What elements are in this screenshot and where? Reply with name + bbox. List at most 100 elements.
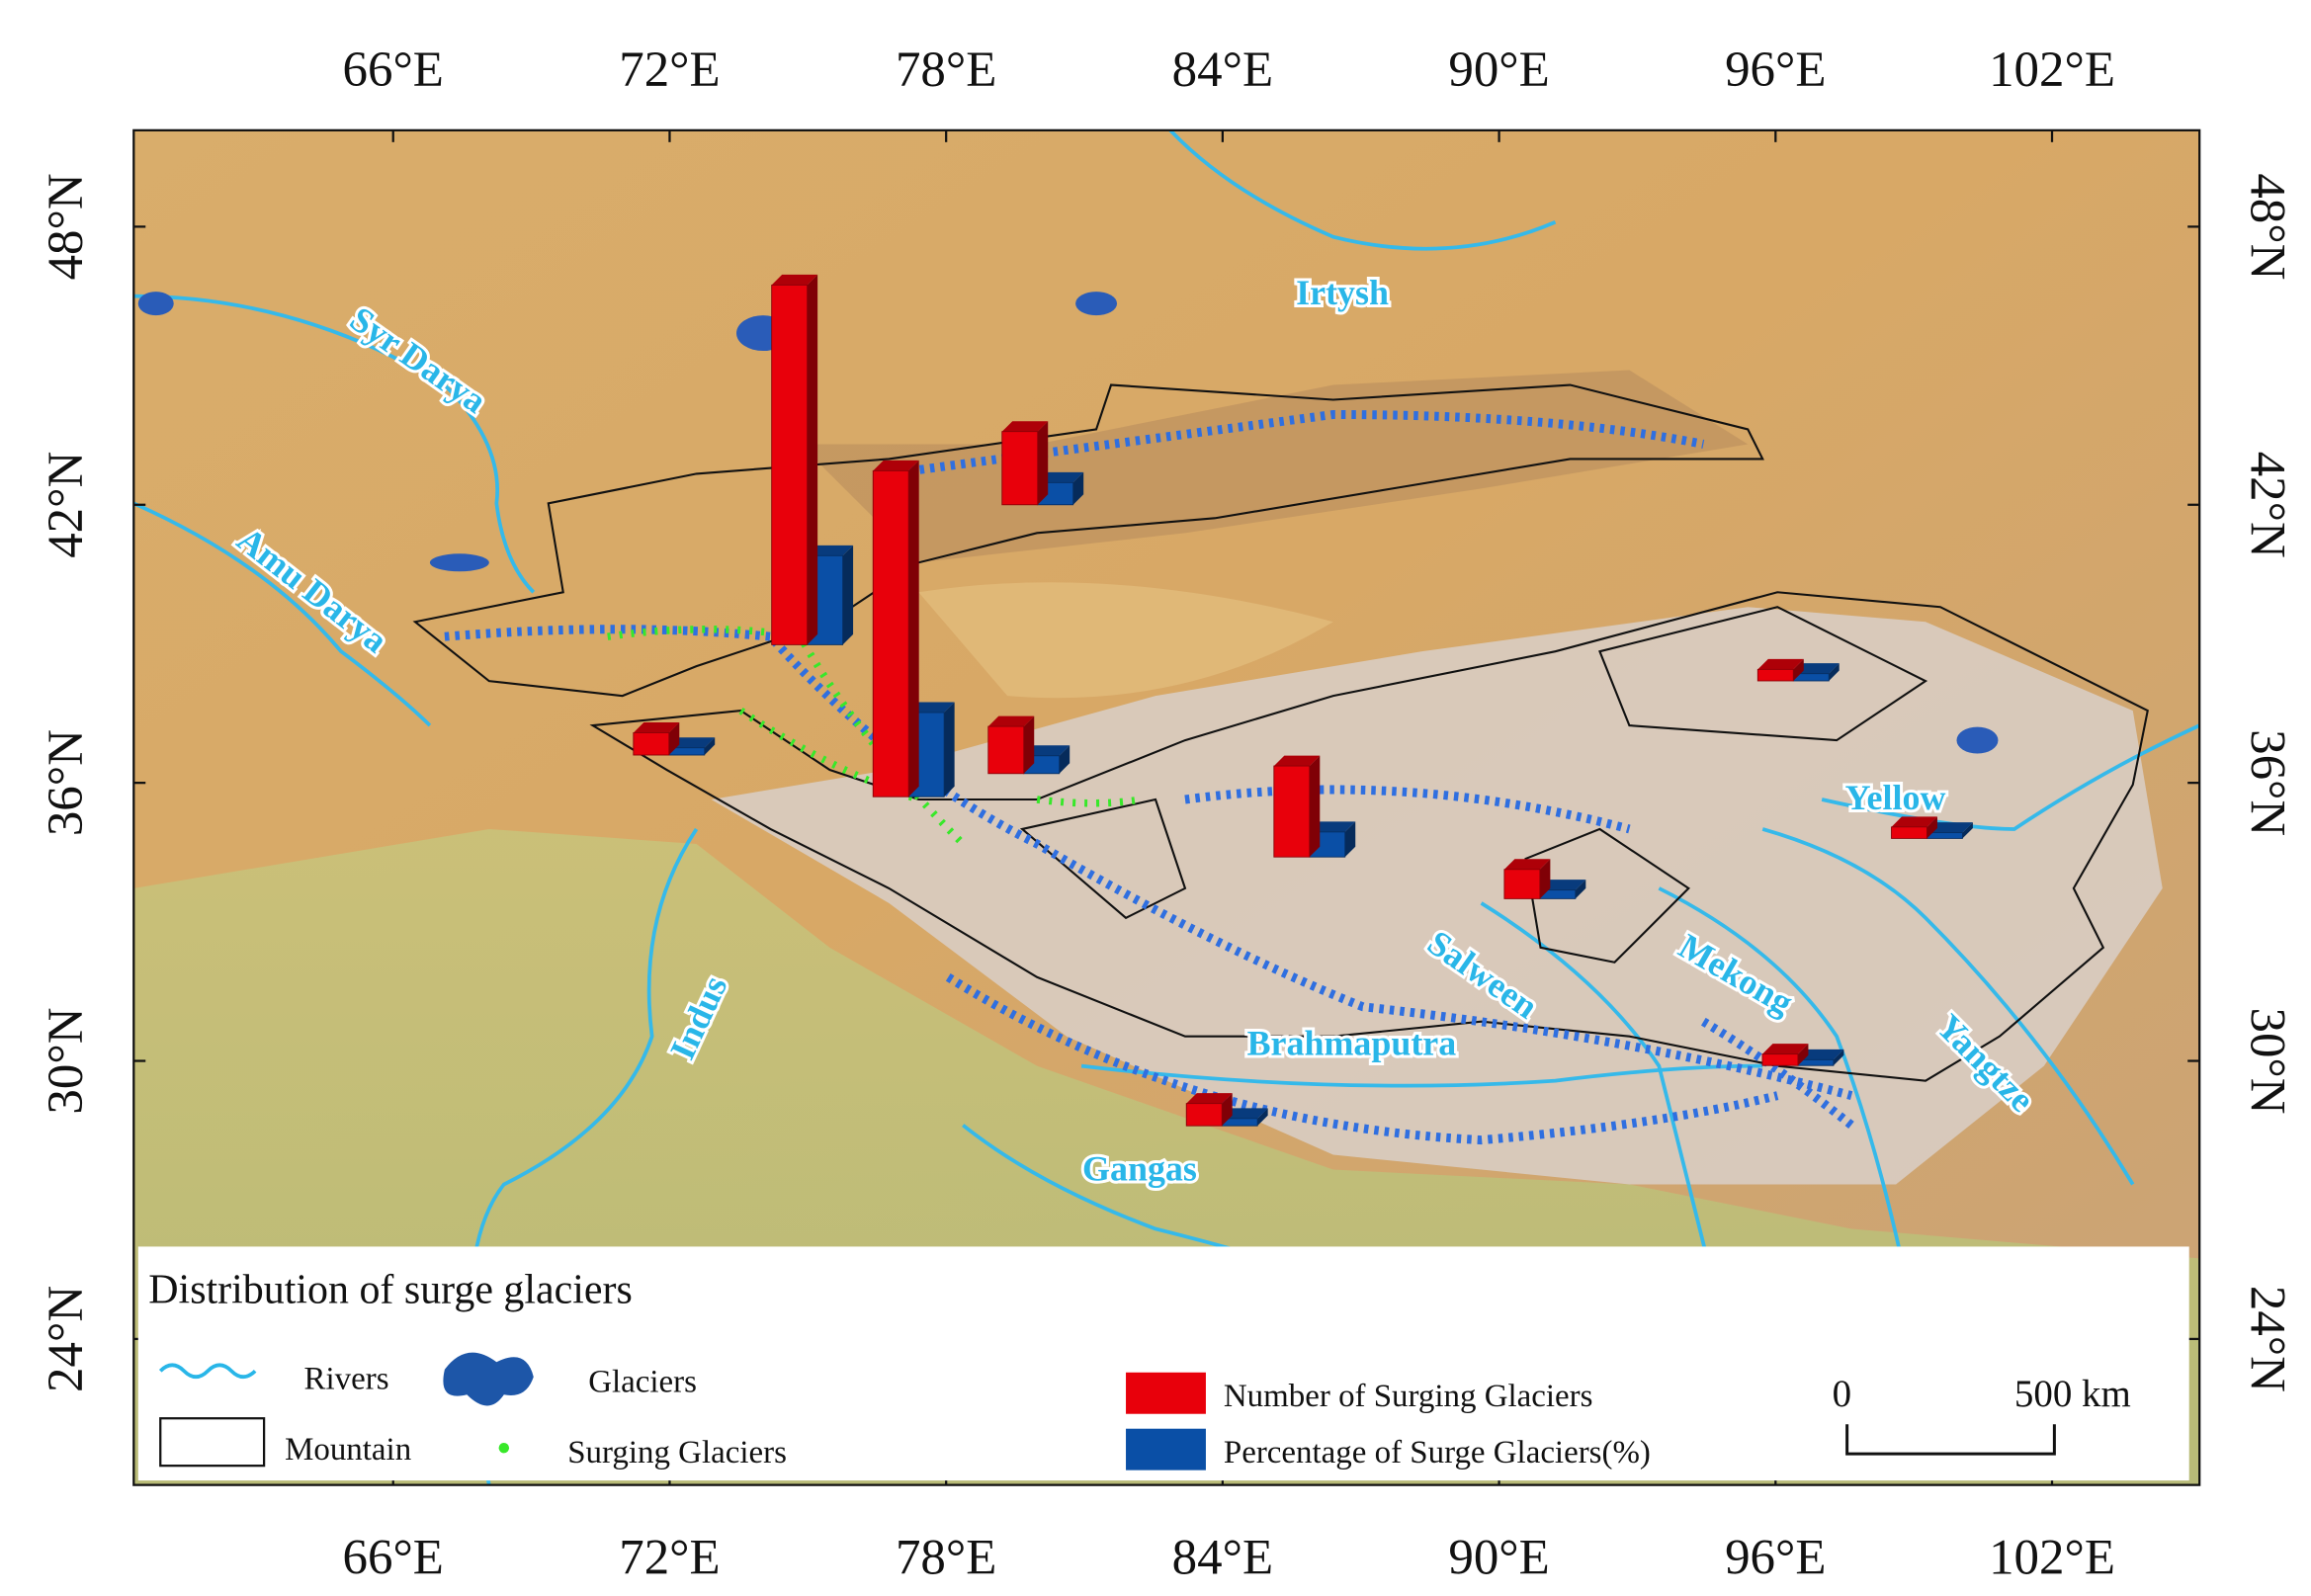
legend-glacier-icon	[443, 1352, 534, 1406]
count-bar	[1001, 431, 1039, 506]
count-bar-side	[1037, 421, 1049, 505]
y-tick-label-right: 30°N	[2240, 1007, 2295, 1114]
percentage-bar-top	[1023, 745, 1070, 756]
count-bar	[1891, 826, 1927, 839]
surging-glaciers	[607, 625, 1142, 847]
count-bar-side	[1539, 859, 1551, 899]
x-tick-label-bottom: 66°E	[343, 1531, 444, 1586]
river-label: Gangas	[1082, 1148, 1197, 1188]
y-tick-label-left: 36°N	[39, 729, 94, 836]
percentage-bar-side	[704, 737, 716, 756]
percentage-bar-side	[1344, 821, 1356, 858]
legend-count-label: Number of Surging Glaciers	[1224, 1379, 1593, 1414]
percentage-bar-side	[1829, 663, 1840, 681]
count-bar-side	[1023, 715, 1035, 774]
count-bar-side	[1793, 658, 1804, 681]
count-bar-side	[807, 274, 818, 645]
scale-end: 500 km	[2014, 1373, 2131, 1415]
y-tick-label-right: 24°N	[2240, 1286, 2295, 1392]
legend-mountain: Mountain	[285, 1432, 411, 1468]
count-bar	[872, 469, 909, 798]
percentage-bar-top	[1793, 663, 1840, 674]
legend-count-swatch	[1126, 1372, 1206, 1414]
x-tick-label-bottom: 78°E	[896, 1531, 996, 1586]
river-label: Irtysh	[1296, 273, 1389, 312]
x-tick-label-top: 66°E	[343, 42, 444, 98]
percentage-bar-side	[1072, 471, 1084, 505]
count-bar	[633, 732, 670, 756]
legend-river-icon	[158, 1363, 257, 1380]
percentage-bar-top	[1926, 822, 1973, 833]
count-bar-top	[1001, 421, 1049, 432]
y-tick-label-right: 36°N	[2240, 729, 2295, 836]
percentage-bar	[1797, 1058, 1835, 1066]
percentage-bar-top	[807, 545, 854, 556]
scale-bar	[1845, 1424, 2056, 1456]
count-bar	[1756, 668, 1794, 682]
x-tick-label-bottom: 72°E	[619, 1531, 720, 1586]
x-tick-label-top: 90°E	[1448, 42, 1549, 98]
legend-surging-icon	[498, 1442, 510, 1454]
x-tick-label-top: 72°E	[619, 42, 720, 98]
x-tick-label-bottom: 84°E	[1172, 1531, 1273, 1586]
rivers	[133, 129, 2200, 1485]
count-bar-side	[1222, 1093, 1233, 1127]
percentage-bar-top	[1222, 1108, 1268, 1119]
percentage-bar-side	[1575, 880, 1586, 899]
legend-title: Distribution of surge glaciers	[148, 1267, 633, 1312]
legend-rivers: Rivers	[304, 1361, 389, 1396]
legend-mountain-icon	[159, 1417, 266, 1468]
legend-surging: Surging Glaciers	[567, 1435, 787, 1470]
count-bar-side	[668, 721, 680, 756]
x-tick-label-bottom: 90°E	[1448, 1531, 1549, 1586]
scale-start: 0	[1833, 1373, 1851, 1415]
y-tick-label-left: 48°N	[39, 173, 94, 280]
count-bar-top	[873, 460, 919, 471]
percentage-bar-side	[944, 702, 955, 798]
legend-glaciers: Glaciers	[588, 1364, 697, 1399]
count-bar-top	[1503, 859, 1551, 870]
count-bar-side	[1797, 1044, 1809, 1066]
percentage-bar-side	[842, 545, 854, 645]
mountain-outlines	[412, 383, 2149, 1082]
count-bar-side	[1926, 816, 1937, 839]
count-bar	[1273, 765, 1311, 858]
x-tick-label-bottom: 102°E	[1989, 1531, 2115, 1586]
count-bar-top	[633, 721, 680, 733]
count-bar-top	[1757, 658, 1804, 670]
percentage-bar-top	[1797, 1049, 1844, 1060]
count-bar-top	[1273, 755, 1321, 767]
map-frame	[132, 128, 2201, 1486]
count-bar	[1503, 869, 1541, 899]
percentage-bar-top	[1309, 821, 1356, 832]
river-label: Brahmaputra	[1247, 1024, 1457, 1063]
percentage-bar-side	[1059, 745, 1070, 774]
count-bar-top	[1761, 1044, 1809, 1054]
count-bar-side	[1309, 755, 1321, 858]
legend: Distribution of surge glaciers Rivers Gl…	[137, 1246, 2189, 1481]
y-tick-label-right: 48°N	[2240, 173, 2295, 280]
percentage-bar-top	[1037, 471, 1084, 483]
x-tick-label-top: 96°E	[1725, 42, 1826, 98]
legend-percentage-swatch	[1126, 1428, 1206, 1470]
count-bar-top	[1891, 816, 1937, 827]
y-tick-label-right: 42°N	[2240, 452, 2295, 558]
count-bar-top	[987, 715, 1035, 727]
percentage-bar-top	[908, 702, 955, 714]
x-tick-label-top: 84°E	[1172, 42, 1273, 98]
percentage-bar-top	[1539, 880, 1586, 890]
count-bar	[1185, 1103, 1223, 1127]
river-label: Yellow	[1845, 778, 1946, 817]
x-tick-label-bottom: 96°E	[1725, 1531, 1826, 1586]
count-bar-side	[908, 460, 919, 798]
x-tick-label-top: 78°E	[896, 42, 996, 98]
y-tick-label-left: 30°N	[39, 1007, 94, 1114]
percentage-bar-side	[1962, 822, 1973, 839]
percentage-bar	[1926, 832, 1963, 839]
y-tick-label-left: 42°N	[39, 452, 94, 558]
percentage-bar-side	[1257, 1108, 1268, 1127]
count-bar	[1761, 1053, 1799, 1066]
count-bar-top	[1186, 1093, 1233, 1104]
count-bar	[987, 725, 1025, 775]
